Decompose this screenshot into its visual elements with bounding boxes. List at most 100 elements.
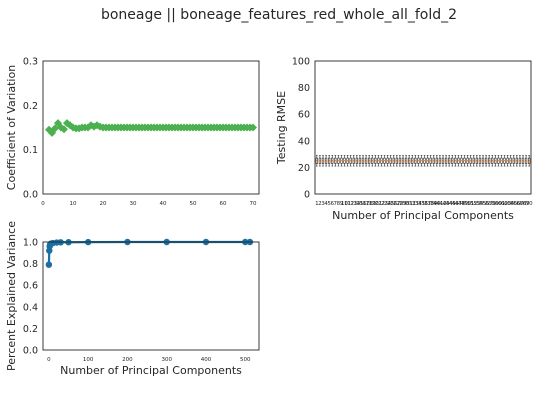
rmse-xtick-label: 34 — [415, 201, 422, 207]
rmse-xtick-label: 43 — [443, 201, 450, 207]
rmse-ytick-label: 20 — [298, 163, 310, 174]
rmse-xtick-label: 39 — [430, 201, 437, 207]
rmse-xtick-label: 15 — [356, 201, 363, 207]
rmse-xtick-label: 5 — [327, 201, 331, 207]
rmse-xtick-label: 52 — [470, 201, 477, 207]
rmse-xtick-label: 9 — [340, 201, 344, 207]
rmse-xtick-label: 6 — [330, 201, 334, 207]
rmse-xtick-label: 59 — [492, 201, 499, 207]
rmse-xtick-label: 40 — [433, 201, 440, 207]
rmse-xtick-label: 48 — [458, 201, 465, 207]
rmse-xtick-label: 41 — [436, 201, 443, 207]
rmse-xtick-label: 21 — [375, 201, 382, 207]
rmse-xtick-label: 17 — [363, 201, 370, 207]
cv-xtick-label: 60 — [220, 201, 227, 207]
rmse-xtick-label: 13 — [350, 201, 357, 207]
cv-xtick-label: 40 — [160, 201, 167, 207]
rmse-xtick-label: 26 — [390, 201, 397, 207]
rmse-xtick-label: 63 — [504, 201, 511, 207]
variance-ylabel: Percent Explained Variance — [5, 221, 18, 371]
rmse-xtick-label: 42 — [440, 201, 447, 207]
rmse-ytick-label: 100 — [292, 57, 310, 68]
rmse-xtick-label: 1 — [315, 201, 319, 207]
rmse-xtick-label: 35 — [418, 201, 425, 207]
rmse-xtick-label: 68 — [520, 201, 527, 207]
rmse-xtick-label: 58 — [489, 201, 496, 207]
rmse-xtick-label: 70 — [526, 201, 533, 207]
rmse-xtick-label: 30 — [403, 201, 410, 207]
cv-xtick-label: 10 — [70, 201, 77, 207]
rmse-xtick-label: 55 — [480, 201, 487, 207]
variance-line — [47, 240, 250, 265]
variance-ytick-label: 0.4 — [23, 302, 38, 313]
variance-xlabel: Number of Principal Components — [60, 364, 242, 377]
rmse-xtick-label: 20 — [372, 201, 379, 207]
rmse-xtick-label: 65 — [510, 201, 517, 207]
cv-ticks: 0.0 0.1 0.2 0.3 0 10 20 30 40 50 60 70 — [23, 57, 257, 208]
cv-point — [249, 123, 257, 132]
rmse-xtick-label: 50 — [464, 201, 471, 207]
variance-point — [45, 261, 53, 268]
rmse-xtick-label: 32 — [409, 201, 416, 207]
rmse-xtick-label: 23 — [381, 201, 388, 207]
cv-chart: 0.0 0.1 0.2 0.3 0 10 20 30 40 50 60 70 Coefficient … — [5, 57, 260, 208]
variance-xtick-label: 100 — [83, 357, 94, 363]
rmse-xtick-label: 69 — [523, 201, 530, 207]
cv-marks — [45, 119, 257, 137]
variance-ytick-label: 0.0 — [23, 346, 38, 357]
cv-ylabel: Coefficient of Variation — [5, 65, 18, 190]
cv-point — [93, 121, 101, 130]
rmse-chart: 1 2 3 4 5 6 7 8 91011121314151617181920212223242… — [275, 57, 533, 223]
rmse-xtick-label: 53 — [473, 201, 480, 207]
variance-xtick-label: 0 — [47, 357, 51, 363]
rmse-xtick-label: 24 — [384, 201, 391, 207]
rmse-xtick-label: 49 — [461, 201, 468, 207]
rmse-xtick-label: 19 — [369, 201, 376, 207]
cv-xtick-label: 50 — [190, 201, 197, 207]
rmse-xtick-label: 10 — [341, 201, 348, 207]
rmse-xtick-label: 29 — [400, 201, 407, 207]
rmse-xtick-label: 3 — [321, 201, 325, 207]
variance-xtick-label: 500 — [240, 357, 251, 363]
rmse-xtick-label: 18 — [366, 201, 373, 207]
rmse-xtick-label: 2 — [318, 201, 322, 207]
cv-ytick-label: 0.0 — [23, 190, 38, 201]
cv-xtick-label: 30 — [130, 201, 137, 207]
rmse-xtick-label: 45 — [449, 201, 456, 207]
variance-ticks: 0.0 0.2 0.4 0.6 0.8 1.0 0 100 200 300 400 500 — [23, 238, 251, 364]
rmse-xtick-label: 66 — [513, 201, 520, 207]
cv-ytick-label: 0.2 — [23, 101, 38, 112]
cv-axes-frame — [42, 60, 260, 195]
rmse-xtick-label: 36 — [421, 201, 428, 207]
variance-xtick-label: 300 — [161, 357, 172, 363]
cv-point — [87, 121, 95, 130]
rmse-xtick-label: 61 — [498, 201, 505, 207]
rmse-xtick-label: 51 — [467, 201, 474, 207]
variance-ytick-label: 0.2 — [23, 324, 38, 335]
rmse-xtick-label: 31 — [406, 201, 413, 207]
rmse-ticks: 1 2 3 4 5 6 7 8 91011121314151617181920212223242… — [292, 57, 533, 208]
rmse-xlabel: Number of Principal Components — [332, 209, 514, 222]
variance-chart: 0.0 0.2 0.4 0.6 0.8 1.0 0 100 200 300 400 500 Perce… — [5, 221, 260, 377]
rmse-ytick-label: 40 — [298, 136, 310, 147]
rmse-xtick-label: 33 — [412, 201, 419, 207]
cv-ytick-label: 0.1 — [23, 145, 38, 156]
variance-axes-frame — [42, 241, 260, 351]
rmse-xtick-label: 60 — [495, 201, 502, 207]
cv-point — [66, 121, 74, 130]
rmse-xtick-label: 28 — [396, 201, 403, 207]
variance-ytick-label: 0.8 — [23, 259, 38, 270]
rmse-xtick-label: 64 — [507, 201, 514, 207]
variance-xtick-label: 400 — [201, 357, 212, 363]
cv-xtick-label: 20 — [100, 201, 107, 207]
rmse-xtick-label: 47 — [455, 201, 462, 207]
rmse-xtick-label: 22 — [378, 201, 385, 207]
rmse-xtick-label: 62 — [501, 201, 508, 207]
rmse-xtick-label: 16 — [360, 201, 367, 207]
rmse-axes-frame — [314, 60, 532, 195]
rmse-xtick-label: 38 — [427, 201, 434, 207]
rmse-xtick-label: 44 — [446, 201, 453, 207]
variance-ytick-label: 1.0 — [23, 238, 38, 249]
cv-ytick-label: 0.3 — [23, 57, 38, 68]
